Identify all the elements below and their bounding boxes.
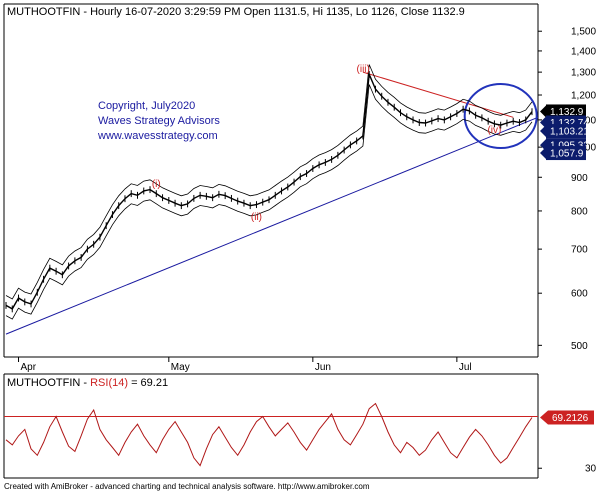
company-name-line: Waves Strategy Advisors <box>98 115 220 127</box>
lower-band-line <box>5 84 533 320</box>
website-line: www.wavesstrategy.com <box>97 130 218 142</box>
price-label-pointer <box>540 125 546 138</box>
price-label-text: 1,057.9 <box>550 149 584 160</box>
price-x-tick-label: Jun <box>315 362 331 373</box>
rsi-y-axis: 30 <box>538 464 597 475</box>
price-y-tick-label: 800 <box>571 206 588 217</box>
price-y-tick-label: 500 <box>571 341 588 352</box>
price-label-pointer <box>540 116 546 129</box>
wave-label: (ii) <box>251 212 262 223</box>
rsi-y-tick-label: 30 <box>585 464 597 475</box>
price-x-tick-label: May <box>171 362 190 373</box>
price-y-tick-label: 900 <box>571 173 588 184</box>
price-label-box <box>546 146 586 161</box>
price-chart-title: MUTHOOTFIN - Hourly 16-07-2020 3:29:59 P… <box>7 6 465 18</box>
wave-labels: (i) (ii) (iii) (iv) <box>152 64 502 223</box>
wave-label: (i) <box>152 179 161 190</box>
price-labels: 1,132.91,132.741,103.211,095.321,057.9 <box>540 104 589 161</box>
price-label-box <box>546 104 586 119</box>
wave-label: (iv) <box>487 125 501 136</box>
price-close-line <box>5 74 533 310</box>
rsi-value-text: 69.2126 <box>552 413 589 424</box>
footer-credit: Created with AmiBroker - advanced charti… <box>4 482 370 491</box>
resistance-trend-line <box>362 71 514 118</box>
rsi-line <box>5 402 533 467</box>
price-y-tick-label: 700 <box>571 245 588 256</box>
price-y-tick-label: 1,500 <box>571 27 596 38</box>
price-label-text: 1,132.74 <box>550 118 589 129</box>
price-x-axis: Apr May Jun Jul <box>18 357 472 373</box>
rsi-value-box <box>548 410 594 425</box>
rsi-series <box>4 402 538 467</box>
highlight-circle <box>463 83 538 150</box>
price-x-tick-label: Jul <box>459 362 472 373</box>
rsi-value-pointer <box>540 410 548 425</box>
price-label-box <box>546 124 586 139</box>
price-pane: MUTHOOTFIN - Hourly 16-07-2020 3:29:59 P… <box>3 3 596 373</box>
price-series <box>5 64 533 320</box>
price-y-tick-label: 600 <box>571 289 588 300</box>
upper-band-line <box>5 64 533 300</box>
price-y-tick-label: 1,200 <box>571 91 596 102</box>
price-y-axis: 1,5001,4001,3001,2001,1001,0009008007006… <box>538 27 596 352</box>
price-label-text: 1,103.21 <box>550 127 589 138</box>
copyright-annotation: Copyright, July2020 Waves Strategy Advis… <box>97 100 220 142</box>
rsi-pane: MUTHOOTFIN - RSI(14) = 69.21 30 69.2126 <box>3 373 597 479</box>
wave-label: (iii) <box>357 64 370 75</box>
copyright-line: Copyright, July2020 <box>98 100 195 112</box>
price-label-pointer <box>540 139 546 152</box>
price-overlays <box>5 71 539 335</box>
price-y-tick-label: 1,400 <box>571 46 596 57</box>
rsi-labels: 69.2126 <box>540 410 594 425</box>
price-label-pointer <box>540 105 546 118</box>
price-x-tick-label: Apr <box>21 362 37 373</box>
price-y-tick-label: 1,300 <box>571 68 596 79</box>
rsi-chart-title: MUTHOOTFIN - RSI(14) = 69.21 <box>7 377 168 389</box>
price-label-text: 1,132.9 <box>550 107 584 118</box>
support-trend-line <box>5 116 539 335</box>
price-label-pointer <box>540 147 546 160</box>
